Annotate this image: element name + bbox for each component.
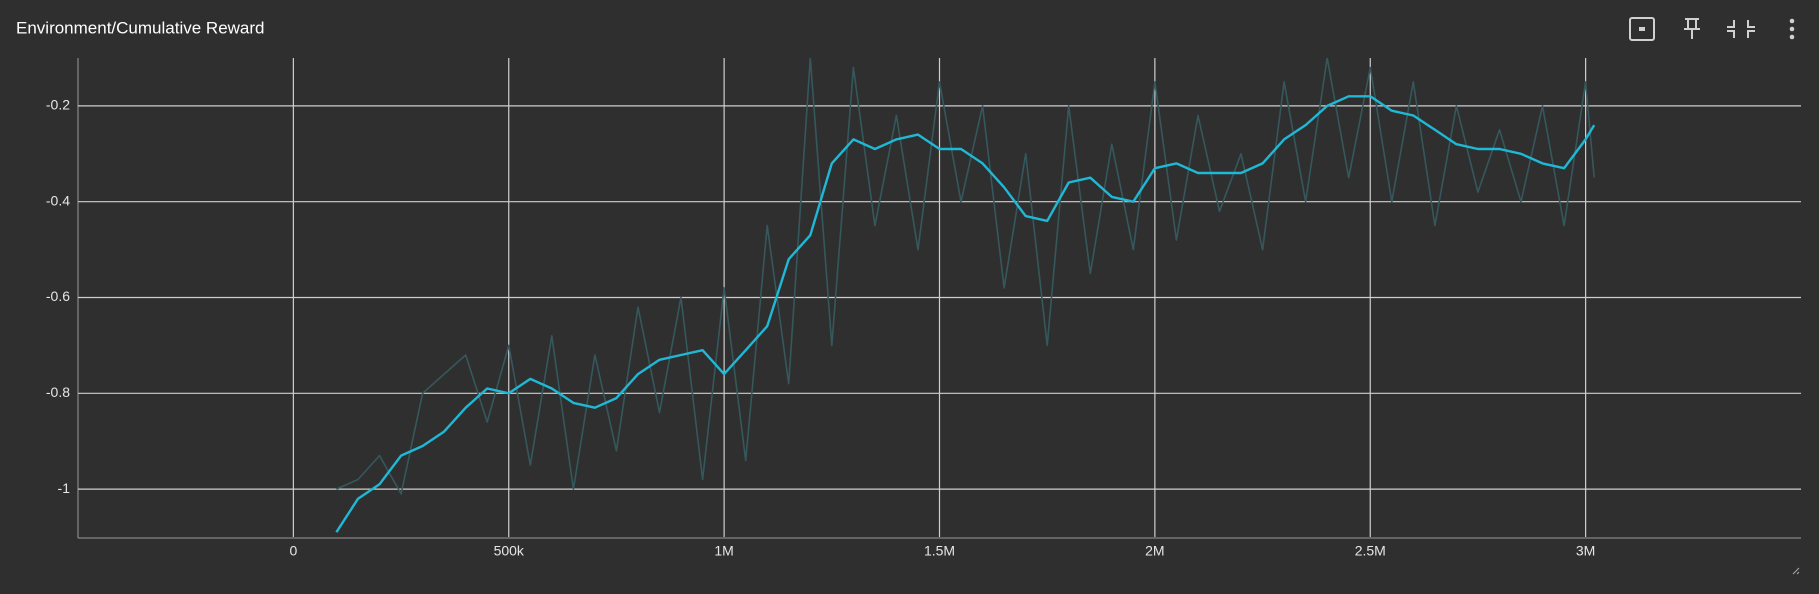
y-tick-label: -0.6 (46, 288, 70, 304)
toolbar (1629, 17, 1795, 41)
x-tick-label: 2M (1145, 543, 1164, 559)
x-tick-label: 3M (1576, 543, 1595, 559)
x-tick-label: 2.5M (1355, 543, 1386, 559)
x-tick-label: 500k (494, 543, 525, 559)
y-tick-label: -1 (58, 480, 71, 496)
x-tick-label: 1.5M (924, 543, 955, 559)
y-tick-label: -0.2 (46, 97, 70, 113)
pin-button[interactable] (1684, 18, 1700, 39)
collapse-button[interactable] (1727, 20, 1755, 38)
resize-handle[interactable] (1792, 567, 1800, 575)
fit-domain-button[interactable] (1629, 17, 1655, 41)
more-button[interactable] (1789, 18, 1795, 40)
x-tick-label: 0 (289, 543, 297, 559)
y-tick-label: -0.8 (46, 384, 70, 400)
x-tick-label: 1M (714, 543, 733, 559)
plot-area (335, 58, 1596, 533)
chart-title: Environment/Cumulative Reward (16, 18, 265, 37)
smoothed-line (335, 95, 1596, 533)
raw-line (336, 58, 1595, 495)
y-tick-label: -0.4 (46, 192, 70, 208)
